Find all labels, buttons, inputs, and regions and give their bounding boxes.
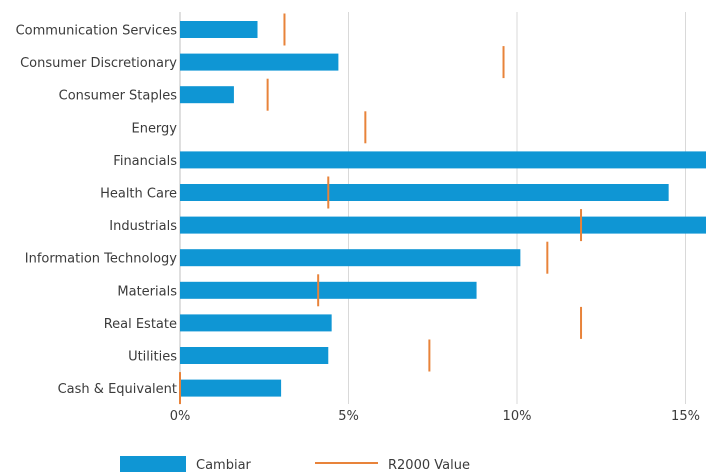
legend: Cambiar R2000 Value <box>120 456 470 473</box>
bar-cambiar <box>180 151 706 169</box>
x-tick-label: 15% <box>671 409 700 424</box>
bar-cambiar <box>180 347 329 364</box>
category-label: Communication Services <box>16 24 178 39</box>
bar-cambiar <box>180 216 706 234</box>
cambiar-bars <box>180 21 706 397</box>
r2000-markers <box>179 13 583 405</box>
category-label: Industrials <box>109 219 177 234</box>
category-label: Health Care <box>100 187 177 202</box>
category-label: Information Technology <box>25 252 178 267</box>
bar-cambiar <box>180 184 669 201</box>
legend-swatch-cambiar <box>120 456 186 472</box>
category-label: Materials <box>117 284 177 299</box>
bar-cambiar <box>180 281 477 299</box>
x-tick-label: 10% <box>503 409 532 424</box>
bar-cambiar <box>180 53 339 71</box>
category-label: Consumer Staples <box>59 89 178 104</box>
bar-cambiar <box>180 249 521 267</box>
bar-cambiar <box>180 314 332 332</box>
gridlines <box>179 12 686 404</box>
category-labels: Communication Services Consumer Discretio… <box>16 24 178 398</box>
category-label: Financials <box>113 154 177 169</box>
x-tick-label: 0% <box>170 409 191 424</box>
category-label: Cash & Equivalent <box>58 382 177 397</box>
category-label: Energy <box>131 121 177 136</box>
bar-cambiar <box>180 21 258 38</box>
category-label: Consumer Discretionary <box>20 56 177 71</box>
bar-cambiar <box>180 86 234 104</box>
bar-cambiar <box>180 379 282 397</box>
x-tick-label: 5% <box>338 409 359 424</box>
legend-label-r2000: R2000 Value <box>388 458 470 473</box>
category-label: Real Estate <box>104 317 177 332</box>
x-tick-labels: 0%5%10%15%20%25%30% <box>170 409 700 424</box>
legend-label-cambiar: Cambiar <box>196 458 252 473</box>
category-label: Utilities <box>128 350 177 365</box>
